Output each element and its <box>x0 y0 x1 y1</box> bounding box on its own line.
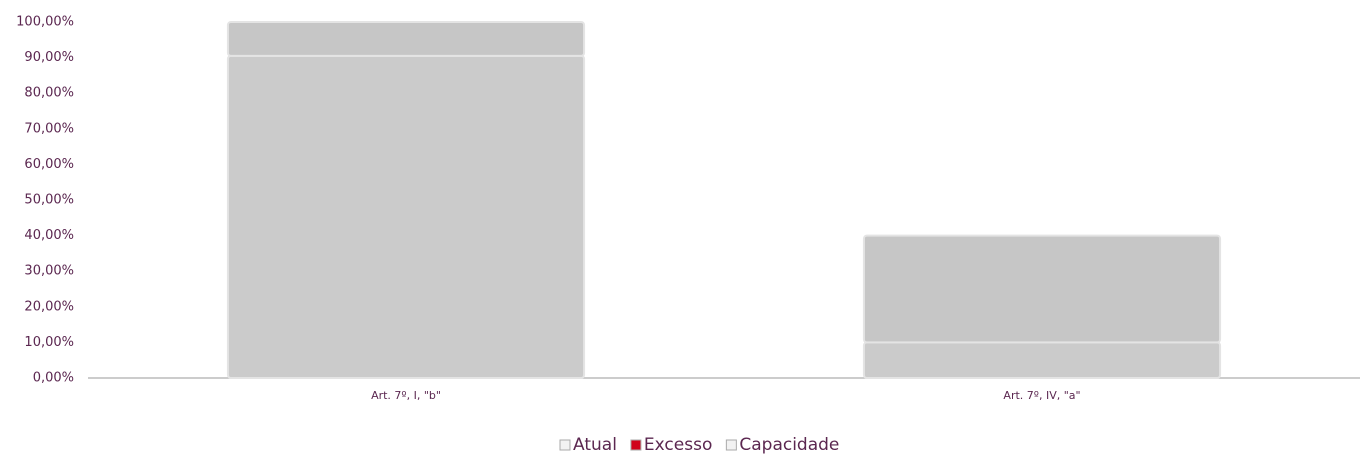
y-tick-label: 80,00% <box>24 86 74 101</box>
y-tick-label: 70,00% <box>24 121 74 136</box>
y-tick-label: 20,00% <box>24 299 74 314</box>
y-tick-label: 50,00% <box>24 193 74 208</box>
legend-swatch <box>559 439 571 451</box>
bar-segment <box>226 21 586 57</box>
y-tick-label: 40,00% <box>24 228 74 243</box>
y-tick-label: 90,00% <box>24 50 74 65</box>
y-tick-label: 100,00% <box>16 15 74 30</box>
legend-label: Capacidade <box>739 435 839 455</box>
x-tick-label: Art. 7º, I, "b" <box>371 389 441 402</box>
legend-label: Excesso <box>644 435 712 455</box>
y-tick-label: 30,00% <box>24 264 74 279</box>
bar-segment <box>862 234 1222 344</box>
y-tick-label: 60,00% <box>24 157 74 172</box>
y-tick-label: 0,00% <box>33 371 74 386</box>
bar-segment <box>226 54 586 379</box>
x-tick-label: Art. 7º, IV, "a" <box>1003 389 1080 402</box>
legend-label: Atual <box>573 435 617 455</box>
y-tick-label: 10,00% <box>24 335 74 350</box>
legend-swatch <box>725 439 737 451</box>
legend-swatch <box>630 439 642 451</box>
bar-segment <box>862 341 1222 379</box>
